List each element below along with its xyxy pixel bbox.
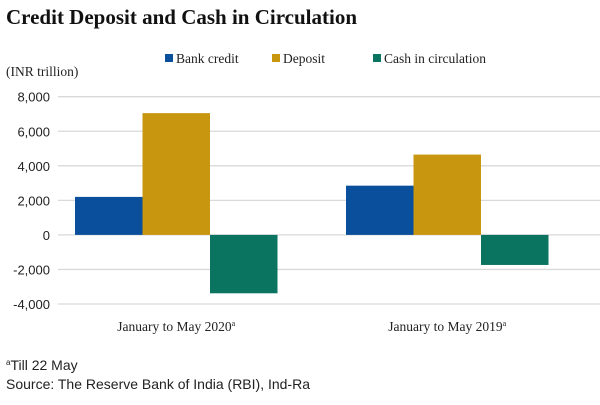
x-axis-labels: January to May 2020a January to May 2019a xyxy=(117,319,506,334)
x-tick-label: January to May 2020a xyxy=(117,319,235,334)
bar-cash-in-circulation xyxy=(481,234,549,265)
bar-deposit xyxy=(413,154,481,235)
y-tick-label: 2,000 xyxy=(17,193,50,208)
x-tick-superscript: a xyxy=(503,319,507,328)
legend-label: Deposit xyxy=(283,51,325,66)
bar-bank-credit xyxy=(75,196,143,235)
legend-swatch xyxy=(373,54,381,62)
chart-title: Credit Deposit and Cash in Circulation xyxy=(6,5,357,29)
y-axis-unit-label: (INR trillion) xyxy=(6,64,78,79)
bar-bank-credit xyxy=(346,185,414,235)
y-tick-label: -2,000 xyxy=(13,262,50,277)
footnote-marker: a xyxy=(6,358,11,367)
legend: Bank credit Deposit Cash in circulation xyxy=(165,51,486,66)
source-note: Source: The Reserve Bank of India (RBI),… xyxy=(6,376,310,392)
y-axis-ticks: 8,000 6,000 4,000 2,000 0 -2,000 -4,000 xyxy=(13,90,50,312)
x-tick-superscript: a xyxy=(232,319,236,328)
footnote: aTill 22 May xyxy=(6,357,78,373)
x-tick-label: January to May 2019a xyxy=(388,319,506,334)
legend-label: Cash in circulation xyxy=(384,51,486,66)
y-tick-label: -4,000 xyxy=(13,297,50,312)
legend-swatch xyxy=(272,54,280,62)
y-tick-label: 0 xyxy=(43,228,50,243)
y-tick-label: 4,000 xyxy=(17,159,50,174)
legend-swatch xyxy=(165,54,173,62)
bar-cash-in-circulation xyxy=(210,234,278,294)
y-tick-label: 8,000 xyxy=(17,90,50,105)
y-tick-label: 6,000 xyxy=(17,124,50,139)
bars xyxy=(75,113,549,294)
footnote-text: Till 22 May xyxy=(10,357,77,373)
bar-deposit xyxy=(142,113,210,235)
legend-label: Bank credit xyxy=(176,51,239,66)
